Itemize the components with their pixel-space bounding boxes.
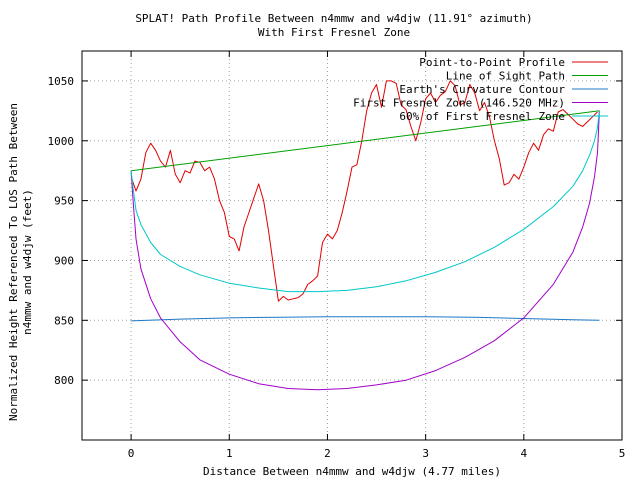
series-line-4	[130, 110, 600, 391]
chart-subtitle: With First Fresnel Zone	[258, 26, 410, 39]
x-axis-label: Distance Between n4mmw and w4djw (4.77 m…	[203, 465, 501, 478]
y-axis-label-line2: n4mmw and w4djw (feet)	[21, 189, 34, 335]
x-tick-label: 1	[226, 447, 233, 460]
chart-title: SPLAT! Path Profile Between n4mmw and w4…	[135, 12, 532, 25]
legend-label: First Fresnel Zone (146.520 MHz)	[353, 97, 565, 110]
y-axis-label-line1: Normalized Height Referenced To LOS Path…	[7, 103, 20, 421]
x-tick-label: 2	[324, 447, 331, 460]
y-tick-label: 1000	[48, 135, 75, 148]
plot-frame	[81, 50, 623, 441]
series-lines	[130, 80, 600, 391]
y-tick-label: 900	[54, 254, 74, 267]
series-line-3	[131, 316, 600, 322]
x-tick-label: 4	[521, 447, 528, 460]
series-line-5	[130, 110, 600, 293]
legend-label: Point-to-Point Profile	[419, 56, 565, 69]
legend-label: Line of Sight Path	[446, 70, 565, 83]
legend-label: Earth's Curvature Contour	[399, 83, 565, 96]
y-tick-label: 950	[54, 195, 74, 208]
series-line-1	[130, 80, 598, 302]
y-tick-label: 1050	[48, 75, 75, 88]
legend-label: 60% of First Fresnel Zone	[399, 110, 565, 123]
x-tick-label: 5	[619, 447, 626, 460]
y-tick-label: 850	[54, 314, 74, 327]
axis-ticks: 0 1 2 3 4 5 800 850 900 950 1000 1050	[48, 51, 626, 460]
series-line-2	[131, 110, 600, 172]
x-tick-label: 3	[422, 447, 429, 460]
y-tick-label: 800	[54, 374, 74, 387]
x-tick-label: 0	[128, 447, 135, 460]
